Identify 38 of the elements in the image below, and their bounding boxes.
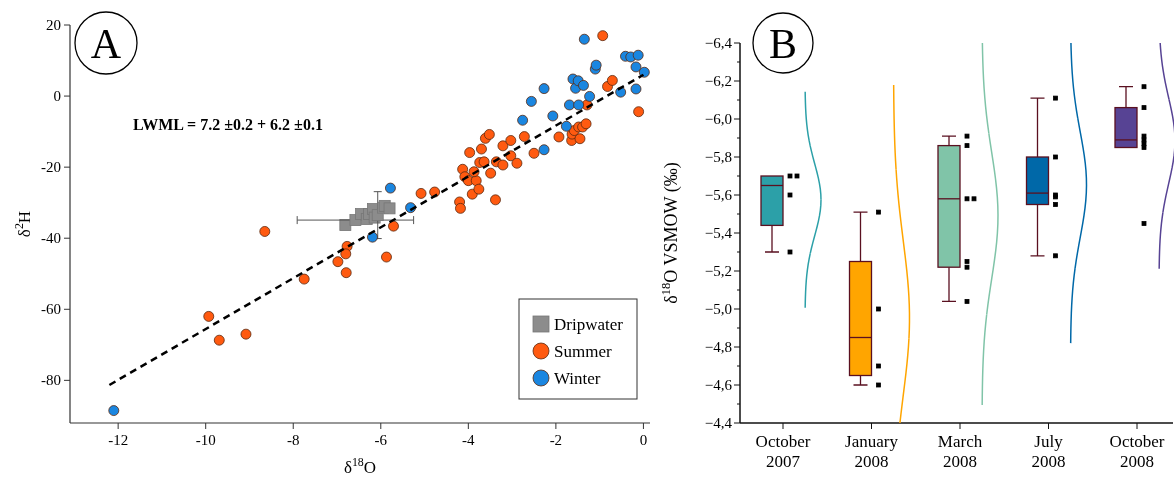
legend-label: Winter — [554, 369, 601, 388]
x-tick-label: March 2008 — [937, 432, 983, 471]
legend-label: Dripwater — [554, 315, 624, 334]
panel-badge: B — [752, 12, 814, 74]
y-tick-label: −5,4 — [704, 225, 733, 241]
y-tick-label: 20 — [46, 17, 61, 33]
annotation: LWML = 7.2 ±0.2 + 6.2 ±0.1 — [133, 116, 323, 133]
x-tick-label: October 2007 — [755, 432, 811, 471]
y-tick-label: −5,0 — [704, 301, 732, 317]
y-tick-label: −5,8 — [704, 149, 732, 165]
y-tick-label: −6,0 — [704, 111, 732, 127]
y-tick-label: -80 — [41, 372, 61, 389]
annotation: A — [90, 21, 122, 67]
y-tick-label: -20 — [41, 159, 61, 176]
y-tick-label: −5,6 — [704, 187, 733, 203]
x-tick-label: January 2008 — [845, 432, 899, 471]
y-tick-label: -40 — [41, 230, 61, 247]
x-tick-label: July 2008 — [1031, 432, 1066, 471]
x-tick-label: -2 — [549, 432, 563, 448]
y-tick-label: −4,4 — [704, 415, 733, 431]
y-tick-label: −5,2 — [704, 263, 732, 279]
annotation: B — [768, 21, 798, 67]
y-tick-label: −4,8 — [704, 339, 732, 355]
x-tick-label: October 2008 — [1109, 432, 1165, 471]
x-tick-label: -8 — [287, 432, 300, 448]
legend-label: Summer — [554, 342, 612, 361]
panel-badge: A — [74, 11, 138, 75]
x-tick-label: -12 — [108, 432, 129, 448]
x-tick-label: -4 — [462, 432, 476, 448]
x-tick-label: -6 — [374, 432, 388, 448]
x-tick-label: -10 — [195, 432, 216, 448]
y-tick-label: −4,6 — [704, 377, 733, 393]
y-tick-label: −6,4 — [704, 35, 733, 51]
x-axis-title: δ$^{18}$O — [343, 455, 377, 477]
y-tick-label: -60 — [41, 301, 61, 318]
y-tick-label: −6,2 — [704, 73, 732, 89]
y-tick-label: 0 — [53, 88, 61, 105]
x-tick-label: 0 — [639, 432, 648, 448]
